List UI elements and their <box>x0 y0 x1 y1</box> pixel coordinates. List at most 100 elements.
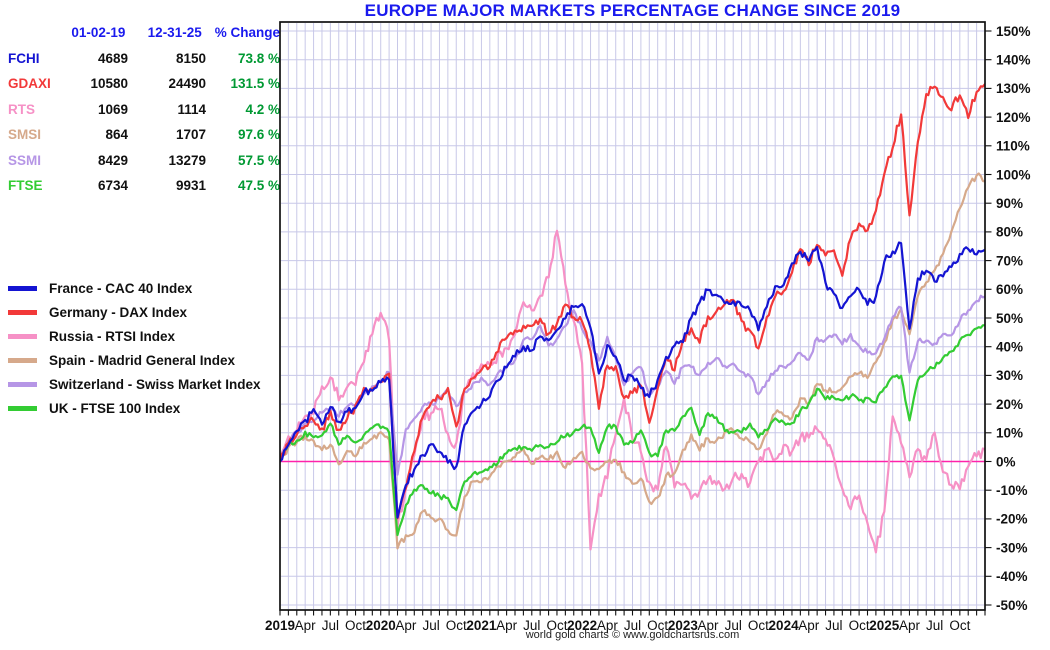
legend-swatch <box>8 381 37 387</box>
svg-text:-50%: -50% <box>996 598 1028 613</box>
svg-text:110%: 110% <box>996 139 1030 154</box>
symbol-label: GDAXI <box>8 76 51 92</box>
legend-swatch <box>8 333 37 339</box>
series-line-ftse <box>280 324 985 537</box>
svg-text:Jul: Jul <box>926 618 943 633</box>
end-value: 9931 <box>175 178 206 194</box>
svg-text:Oct: Oct <box>446 618 467 633</box>
svg-text:Jul: Jul <box>322 618 339 633</box>
svg-text:120%: 120% <box>996 110 1031 125</box>
legend-swatch <box>8 309 37 315</box>
svg-text:Oct: Oct <box>546 618 567 633</box>
legend-item-russia: Russia - RTSI Index <box>8 324 261 348</box>
pct-change: 131.5 % <box>230 76 280 92</box>
svg-text:Apr: Apr <box>798 618 820 633</box>
pct-change: 47.5 % <box>237 178 280 194</box>
legend-label: Switzerland - Swiss Market Index <box>49 376 261 392</box>
svg-text:Apr: Apr <box>395 618 417 633</box>
svg-text:Jul: Jul <box>624 618 641 633</box>
svg-text:50%: 50% <box>996 311 1023 326</box>
table-row-smsi: SMSI 864 1707 97.6 % <box>8 122 280 148</box>
start-value: 10580 <box>90 76 128 92</box>
svg-text:Jul: Jul <box>725 618 742 633</box>
series-lines <box>280 83 985 554</box>
svg-text:-40%: -40% <box>996 569 1028 584</box>
svg-text:100%: 100% <box>996 167 1031 182</box>
legend-item-france: France - CAC 40 Index <box>8 276 261 300</box>
legend-item-spain: Spain - Madrid General Index <box>8 348 261 372</box>
legend-item-germany: Germany - DAX Index <box>8 300 261 324</box>
end-value: 1707 <box>175 127 206 143</box>
table-row-gdaxi: GDAXI 10580 24490 131.5 % <box>8 71 280 97</box>
series-line-fchi <box>280 241 985 519</box>
stats-header-start-date: 01-02-19 <box>71 25 126 41</box>
svg-text:2020: 2020 <box>366 618 396 633</box>
svg-text:Apr: Apr <box>899 618 921 633</box>
legend-swatch <box>8 357 37 363</box>
legend-label: UK - FTSE 100 Index <box>49 400 181 416</box>
pct-change: 57.5 % <box>237 152 280 168</box>
legend: France - CAC 40 Index Germany - DAX Inde… <box>8 276 261 420</box>
start-value: 864 <box>105 127 128 143</box>
page-title: EUROPE MAJOR MARKETS PERCENTAGE CHANGE S… <box>364 1 901 20</box>
svg-text:2022: 2022 <box>567 618 597 633</box>
legend-item-switzerland: Switzerland - Swiss Market Index <box>8 372 261 396</box>
svg-text:Oct: Oct <box>748 618 769 633</box>
svg-text:2021: 2021 <box>466 618 497 633</box>
svg-text:Apr: Apr <box>295 618 317 633</box>
legend-label: France - CAC 40 Index <box>49 280 193 296</box>
symbol-label: SSMI <box>8 152 42 168</box>
svg-text:Apr: Apr <box>597 618 619 633</box>
copyright: world gold charts © www.goldchartsrus.co… <box>525 629 740 641</box>
stats-table: 01-02-19 12-31-25 % Change FCHI 4689 815… <box>8 20 280 199</box>
pct-change: 4.2 % <box>245 101 280 117</box>
svg-text:2024: 2024 <box>769 618 800 633</box>
svg-text:140%: 140% <box>996 53 1031 68</box>
symbol-label: SMSI <box>8 127 42 143</box>
svg-text:Oct: Oct <box>849 618 870 633</box>
symbol-label: FCHI <box>8 50 40 66</box>
symbol-label: RTS <box>8 101 35 117</box>
svg-text:60%: 60% <box>996 282 1023 297</box>
start-value: 4689 <box>97 50 128 66</box>
svg-text:-20%: -20% <box>996 512 1028 527</box>
svg-text:130%: 130% <box>996 81 1031 96</box>
svg-text:Jul: Jul <box>523 618 540 633</box>
svg-text:2025: 2025 <box>869 618 900 633</box>
pct-change: 97.6 % <box>237 127 280 143</box>
end-value: 13279 <box>168 152 206 168</box>
svg-text:Apr: Apr <box>698 618 720 633</box>
table-row-rts: RTS 1069 1114 4.2 % <box>8 97 280 123</box>
grid <box>281 23 984 609</box>
legend-swatch <box>8 285 37 291</box>
svg-text:150%: 150% <box>996 24 1031 39</box>
table-row-fchi: FCHI 4689 8150 73.8 % <box>8 46 280 72</box>
svg-text:Jul: Jul <box>825 618 842 633</box>
legend-item-uk: UK - FTSE 100 Index <box>8 396 261 420</box>
axes <box>279 30 992 616</box>
svg-text:90%: 90% <box>996 196 1023 211</box>
svg-text:-10%: -10% <box>996 483 1028 498</box>
svg-text:40%: 40% <box>996 340 1023 355</box>
svg-text:80%: 80% <box>996 225 1023 240</box>
symbol-label: FTSE <box>8 178 43 194</box>
y-axis-labels: -50% -40% -30% -20% -10% 0% 10% 20% 30% 40% 50% 60%… <box>996 24 1031 613</box>
series-line-ssmi <box>280 294 985 476</box>
end-value: 24490 <box>168 76 206 92</box>
svg-text:Oct: Oct <box>949 618 970 633</box>
stats-header-end-date: 12-31-25 <box>147 25 202 41</box>
table-row-ssmi: SSMI 8429 13279 57.5 % <box>8 148 280 174</box>
stats-header-row: 01-02-19 12-31-25 % Change <box>8 20 280 46</box>
svg-text:70%: 70% <box>996 253 1023 268</box>
table-row-ftse: FTSE 6734 9931 47.5 % <box>8 173 280 199</box>
legend-swatch <box>8 405 37 411</box>
svg-text:Oct: Oct <box>647 618 668 633</box>
svg-text:Apr: Apr <box>496 618 518 633</box>
svg-text:2023: 2023 <box>668 618 699 633</box>
svg-text:2019: 2019 <box>265 618 295 633</box>
start-value: 8429 <box>97 152 128 168</box>
pct-change: 73.8 % <box>237 50 280 66</box>
series-line-smsi <box>280 172 985 550</box>
svg-text:30%: 30% <box>996 368 1023 383</box>
legend-label: Spain - Madrid General Index <box>49 352 236 368</box>
